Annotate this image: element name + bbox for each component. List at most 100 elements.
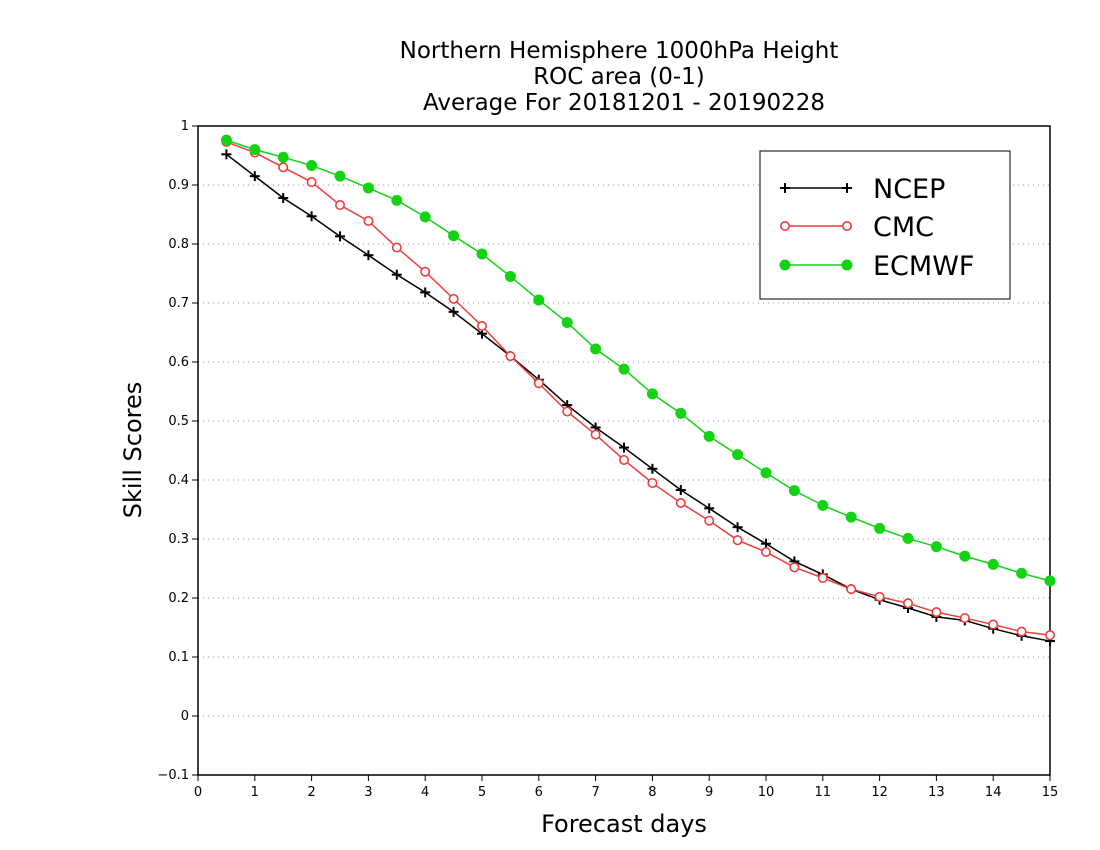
data-point-cmc [988, 619, 999, 630]
data-point-cmc [902, 598, 913, 609]
y-tick-label: 0 [181, 709, 189, 724]
data-point-ncep [420, 287, 431, 298]
y-axis-label: Skill Scores [119, 382, 147, 519]
x-tick-label: 1 [251, 785, 259, 800]
data-point-ncep [647, 463, 658, 474]
legend: NCEP CMC ECMWF [759, 150, 1011, 300]
data-point-cmc [760, 546, 771, 557]
data-point-ecmwf [902, 532, 914, 544]
x-tick-label: 13 [928, 785, 945, 800]
data-point-ecmwf [476, 248, 488, 260]
x-tick-label: 8 [648, 785, 656, 800]
data-point-ecmwf [419, 211, 431, 223]
series-cmc [221, 136, 1056, 641]
data-point-ecmwf [845, 511, 857, 523]
legend-marker [780, 183, 790, 193]
data-point-ecmwf [448, 230, 460, 242]
data-point-ecmwf [675, 407, 687, 419]
data-point-ecmwf [732, 449, 744, 461]
data-point-ecmwf [1044, 575, 1056, 587]
legend-item-ecmwf: ECMWF [779, 251, 974, 282]
legend-label-ecmwf: ECMWF [873, 251, 974, 282]
x-tick-label: 4 [421, 785, 429, 800]
data-point-ecmwf [277, 151, 289, 163]
data-point-cmc [846, 584, 857, 595]
data-point-cmc [1045, 630, 1056, 641]
data-point-ncep [335, 231, 345, 242]
data-point-ecmwf [362, 182, 374, 194]
data-point-ncep [278, 192, 289, 203]
legend-marker [842, 183, 852, 193]
data-point-ecmwf [959, 550, 971, 562]
data-point-ecmwf [987, 558, 999, 570]
x-tick-label: 11 [815, 785, 832, 800]
legend-marker [779, 259, 791, 271]
x-tick-label: 10 [758, 785, 775, 800]
data-point-ncep [675, 485, 686, 496]
legend-label-ncep: NCEP [873, 174, 945, 205]
data-point-cmc [874, 591, 885, 602]
data-point-cmc [476, 321, 487, 332]
y-tick-label: 0.6 [168, 355, 189, 370]
y-tick-label: −0.1 [157, 768, 189, 783]
x-tick-label: 15 [1042, 785, 1059, 800]
legend-label-cmc: CMC [873, 212, 934, 243]
data-point-ecmwf [874, 522, 886, 534]
x-axis-label: Forecast days [541, 810, 707, 838]
data-point-cmc [363, 215, 374, 226]
data-point-cmc [306, 177, 317, 188]
data-point-cmc [817, 572, 828, 583]
x-tick-label: 0 [194, 785, 202, 800]
data-point-ncep [391, 269, 402, 280]
data-point-cmc [334, 200, 345, 211]
data-point-cmc [675, 498, 686, 509]
data-point-ecmwf [249, 144, 261, 156]
data-point-cmc [420, 266, 431, 277]
x-tick-label: 5 [478, 785, 486, 800]
data-point-cmc [278, 162, 289, 173]
legend-item-ncep: NCEP [780, 174, 945, 205]
data-point-ncep [732, 522, 743, 533]
data-point-cmc [590, 429, 601, 440]
data-point-cmc [533, 378, 544, 389]
axis-ticks: −0.100.10.20.30.40.50.60.70.80.910 1 2 3 4 5 6… [157, 119, 1058, 800]
data-point-ecmwf [760, 467, 772, 479]
data-point-ecmwf [306, 160, 318, 172]
data-point-ecmwf [646, 388, 658, 400]
y-tick-label: 0.9 [168, 178, 189, 193]
x-tick-label: 9 [705, 785, 713, 800]
series-ecmwf [220, 134, 1056, 587]
y-tick-label: 0.1 [168, 650, 189, 665]
legend-item-cmc: CMC [779, 212, 934, 243]
data-point-cmc [448, 293, 459, 304]
chart-title-line-1: Northern Hemisphere 1000hPa Height [400, 38, 839, 64]
data-point-cmc [1016, 626, 1027, 637]
y-tick-label: 0.7 [168, 296, 189, 311]
data-point-ecmwf [561, 316, 573, 328]
y-tick-label: 0.3 [168, 532, 189, 547]
data-point-cmc [789, 562, 800, 573]
y-tick-label: 0.4 [168, 473, 189, 488]
data-point-ecmwf [590, 343, 602, 355]
data-point-cmc [391, 242, 402, 253]
x-tick-label: 3 [364, 785, 372, 800]
data-point-cmc [562, 406, 573, 417]
data-point-cmc [618, 454, 629, 465]
x-tick-label: 2 [307, 785, 315, 800]
y-tick-label: 1 [181, 119, 189, 134]
data-point-ecmwf [334, 170, 346, 182]
chart-title-line-3: Average For 20181201 - 20190228 [423, 90, 825, 116]
data-point-ncep [306, 211, 317, 222]
legend-marker [841, 221, 852, 232]
data-point-cmc [704, 515, 715, 526]
data-point-ecmwf [1016, 567, 1028, 579]
legend-marker [779, 221, 790, 232]
data-point-ecmwf [504, 270, 516, 282]
data-point-cmc [959, 613, 970, 624]
data-point-ecmwf [220, 134, 232, 146]
data-point-cmc [505, 351, 516, 362]
plot-frame [197, 125, 1051, 776]
data-point-ecmwf [703, 430, 715, 442]
data-point-ecmwf [817, 499, 829, 511]
